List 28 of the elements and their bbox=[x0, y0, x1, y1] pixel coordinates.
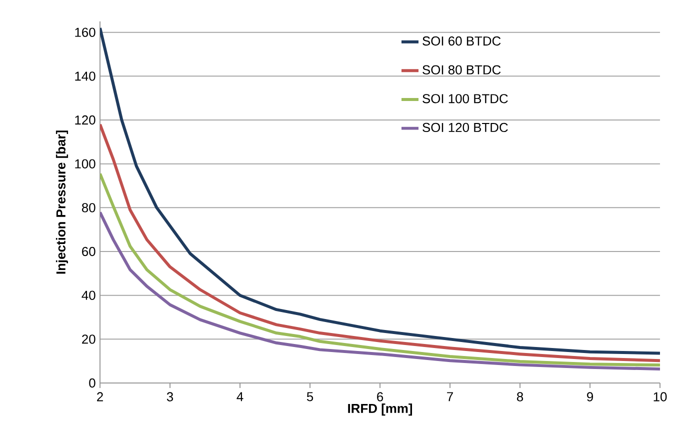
y-tick-label: 60 bbox=[82, 246, 96, 256]
x-tick-label: 7 bbox=[447, 392, 453, 402]
x-axis-title: IRFD [mm] bbox=[348, 404, 412, 416]
y-tick-label: 120 bbox=[75, 115, 96, 125]
line-series bbox=[100, 122, 660, 362]
x-tick-label: 10 bbox=[654, 392, 667, 402]
x-tick-label: 3 bbox=[166, 392, 174, 402]
y-tick-label: 100 bbox=[75, 159, 96, 168]
line-series bbox=[100, 26, 660, 355]
legend-label: SOI 120 BTDC bbox=[422, 122, 508, 132]
legend-label: SOI 100 BTDC bbox=[422, 94, 508, 104]
y-tick-label: 80 bbox=[82, 203, 96, 212]
x-tick-label: 2 bbox=[97, 392, 103, 402]
x-tick-label: 4 bbox=[236, 392, 244, 402]
y-tick-label: 20 bbox=[82, 334, 96, 344]
y-tick-label: 140 bbox=[75, 72, 96, 81]
y-tick-label: 0 bbox=[89, 378, 96, 388]
line-series bbox=[100, 172, 660, 367]
legend-label: SOI 80 BTDC bbox=[422, 65, 501, 74]
y-tick-label: 160 bbox=[75, 28, 96, 37]
x-tick-label: 9 bbox=[587, 392, 593, 402]
y-tick-label: 40 bbox=[82, 290, 96, 300]
x-tick-label: 5 bbox=[306, 392, 314, 402]
legend-label: SOI 60 BTDC bbox=[422, 36, 501, 46]
x-tick-label: 8 bbox=[516, 392, 524, 402]
x-tick-label: 6 bbox=[377, 392, 384, 402]
line-series bbox=[100, 210, 660, 370]
y-axis-title: Injection Pressure [bar] bbox=[56, 130, 68, 274]
